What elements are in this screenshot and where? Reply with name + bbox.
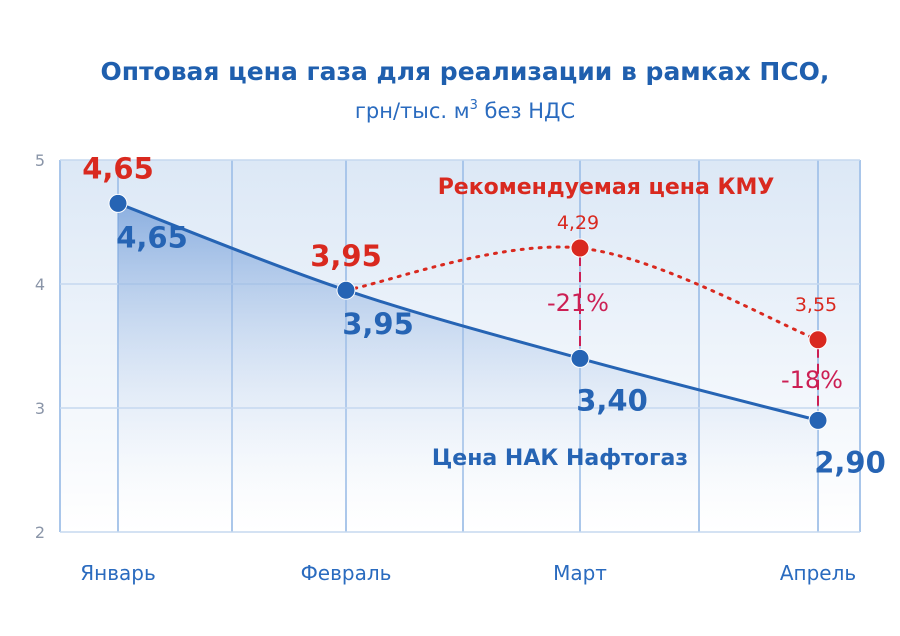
- blue-label-1: 3,95: [342, 307, 414, 341]
- red-series-line: [344, 245, 820, 342]
- y-tick-label-3: 3: [35, 399, 45, 418]
- blue-label-3: 2,90: [814, 445, 886, 479]
- red-point-3: [808, 330, 828, 350]
- blue-label-0: 4,65: [116, 220, 188, 254]
- blue-point-3: [808, 410, 828, 430]
- diff-annotation-0: -21%: [547, 289, 609, 317]
- y-tick-label-2: 2: [35, 523, 45, 542]
- red-label-0: 4,65: [82, 151, 154, 185]
- subtitle-main: грн/тыс. м: [355, 99, 470, 123]
- data-points: [108, 193, 828, 430]
- x-axis-ticks: Январь Февраль Март Апрель: [80, 561, 856, 585]
- x-tick-label-0: Январь: [80, 561, 156, 585]
- legend-red-series: Рекомендуемая цена КМУ: [438, 175, 775, 200]
- x-tick-label-1: Февраль: [301, 561, 392, 585]
- blue-point-2: [570, 348, 590, 368]
- red-label-2: 4,29: [557, 212, 599, 234]
- y-tick-label-4: 4: [35, 275, 45, 294]
- blue-series-area: [118, 203, 818, 532]
- diff-annotation-1: -18%: [781, 366, 843, 394]
- red-label-1: 3,95: [310, 239, 382, 273]
- x-tick-label-3: Апрель: [780, 561, 856, 585]
- y-axis-ticks: 2 3 4 5: [35, 151, 45, 542]
- red-point-2: [570, 238, 590, 258]
- blue-point-0: [108, 193, 128, 213]
- legend-blue-series: Цена НАК Нафтогаз: [432, 446, 688, 471]
- chart-title: Оптовая цена газа для реализации в рамка…: [101, 57, 830, 86]
- difference-markers: [579, 256, 819, 413]
- red-label-3: 3,55: [795, 294, 837, 316]
- chart-subtitle: грн/тыс. м3 без НДС: [355, 98, 575, 123]
- subtitle-rest: без НДС: [478, 99, 575, 123]
- blue-series-line: [117, 201, 819, 422]
- blue-label-2: 3,40: [576, 383, 648, 417]
- data-labels: 4,65 3,95 3,40 2,90 4,65 3,95 4,29 3,55 -21% -18%: [82, 151, 886, 479]
- subtitle-superscript: 3: [470, 98, 478, 113]
- x-tick-label-2: Март: [553, 561, 607, 585]
- y-tick-label-5: 5: [35, 151, 45, 170]
- blue-point-1: [336, 280, 356, 300]
